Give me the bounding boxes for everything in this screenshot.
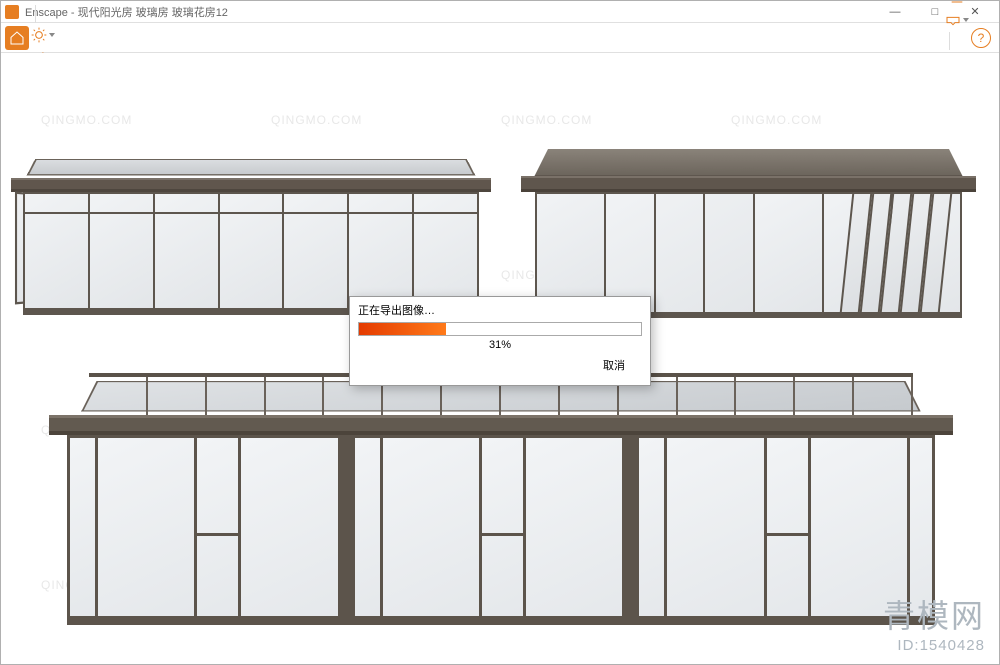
watermark-text: QINGMO.COM [41,113,132,127]
help-icon: ? [978,31,985,45]
app-window: Enscape - 现代阳光房 玻璃房 玻璃花房12 — □ ✕ ? QINGM… [0,0,1000,665]
render-sunroom-3 [49,373,953,635]
progress-bar [358,322,642,336]
sun-button[interactable] [31,23,55,47]
dialog-title: 正在导出图像… [350,297,650,322]
watermark-text: QINGMO.COM [271,113,362,127]
viewport-3d[interactable]: QINGMO.COM QINGMO.COM QINGMO.COM QINGMO.COM… [1,53,999,664]
app-icon [5,5,19,19]
cancel-button[interactable]: 取消 [586,357,642,377]
toolbar: ? [1,23,999,53]
watermark-text: QINGMO.COM [501,113,592,127]
export-progress-dialog: 正在导出图像… 31% 取消 [349,296,651,386]
help-button[interactable]: ? [971,28,991,48]
minimize-button[interactable]: — [875,1,915,23]
watermark-text: QINGMO.COM [731,113,822,127]
progress-bar-fill [359,323,446,335]
maximize-icon: □ [932,6,939,18]
home-button[interactable] [5,26,29,50]
title-bar: Enscape - 现代阳光房 玻璃房 玻璃花房12 — □ ✕ [1,1,999,23]
watermark-logo-id: ID:1540428 [883,637,985,654]
close-icon: ✕ [970,5,979,18]
window-title: Enscape - 现代阳光房 玻璃房 玻璃花房12 [25,4,228,20]
progress-percent-label: 31% [350,338,650,355]
minimize-icon: — [890,6,901,18]
vr-button[interactable] [945,8,969,32]
upload-button[interactable] [945,0,969,8]
